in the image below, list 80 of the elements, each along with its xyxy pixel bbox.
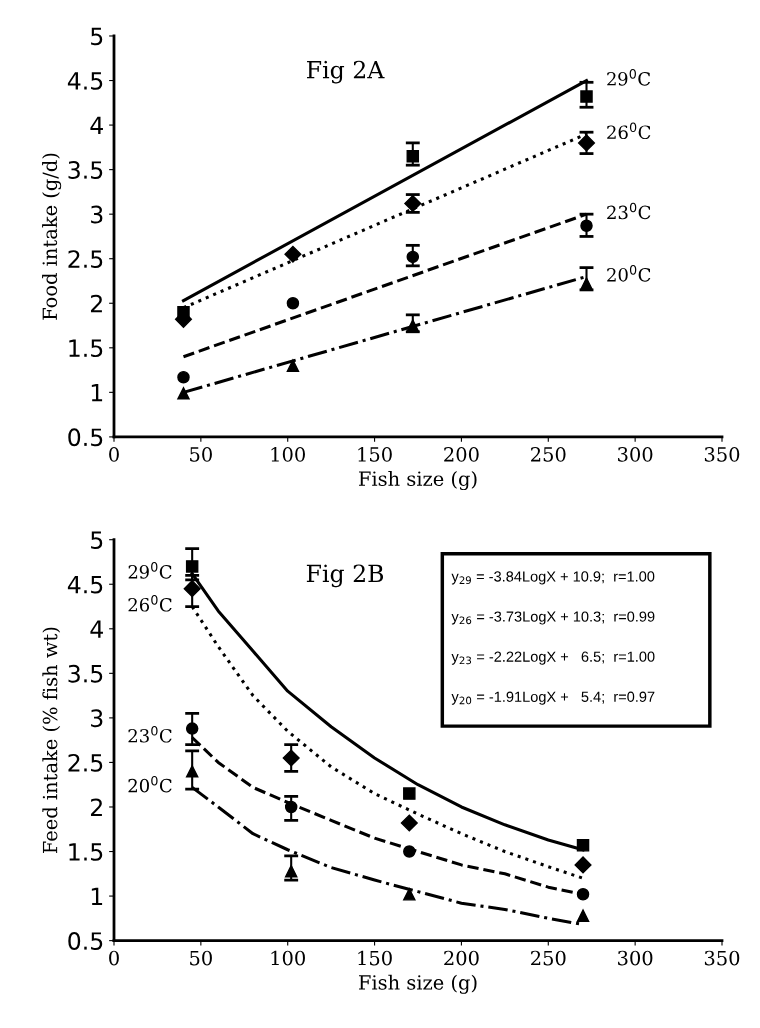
x-axis-title: Fish size (g) (359, 471, 477, 491)
series-label: 26$^{0}$C (607, 122, 651, 140)
y-tick-label: 3 (91, 205, 103, 224)
x-tick-label: 250 (531, 950, 566, 966)
x-tick-label: 50 (190, 446, 212, 462)
series-label: 23$^{0}$C (128, 726, 172, 743)
y-tick-label: 1.5 (69, 843, 103, 861)
y-tick-label: 5 (91, 27, 103, 46)
point (577, 134, 596, 152)
series-label: 23$^{0}$C (607, 202, 651, 220)
y-tick-label: 2.5 (68, 250, 103, 269)
point (574, 856, 592, 874)
x-tick-label: 350 (704, 446, 740, 462)
y-tick-label: 5 (91, 531, 103, 550)
y-axis-title: Feed intake (% fish wt) (42, 627, 61, 854)
point (400, 814, 418, 832)
series-label: 29$^{0}$C (607, 69, 651, 86)
x-tick-label: 100 (271, 446, 305, 462)
point (580, 219, 593, 232)
x-tick-label: 300 (618, 950, 653, 966)
annotation: y$_{29}$ = -3.84LogX + 10.9; r=1.00 (451, 571, 655, 585)
y-tick-label: 2.5 (68, 753, 103, 772)
text: Fig 2A (307, 60, 385, 84)
y-tick-label: 0.5 (68, 932, 103, 950)
point (580, 90, 593, 103)
text: Fig 2B (306, 564, 384, 588)
y-tick-label: 3.5 (68, 161, 103, 179)
y-tick-label: 4 (90, 620, 103, 638)
point (282, 749, 300, 767)
series-label: 20$^{0}$C (128, 775, 172, 793)
series-label: 20$^{0}$C (607, 265, 651, 282)
annotation: y$_{23}$ = -2.22LogX + 6.5; r=1.00 (451, 651, 655, 665)
x-tick-label: 200 (444, 446, 479, 462)
x-tick-label: 0 (109, 950, 119, 966)
point (284, 800, 298, 814)
x-tick-label: 100 (271, 950, 305, 966)
point (284, 864, 298, 878)
annotation: y$_{20}$ = -1.91LogX + 5.4; r=0.97 (451, 691, 655, 705)
x-tick-label: 350 (704, 950, 740, 966)
point (406, 250, 420, 264)
point (580, 277, 593, 290)
point (284, 245, 302, 263)
point (576, 888, 590, 901)
y-tick-label: 3.5 (68, 664, 103, 683)
y-tick-label: 3 (91, 709, 103, 728)
x-axis-title: Fish size (g) (359, 974, 477, 994)
annotation: y$_{26}$ = -3.73LogX + 10.3; r=0.99 (451, 611, 655, 625)
y-tick-label: 1.5 (69, 339, 103, 358)
point (286, 359, 300, 372)
point (177, 386, 190, 400)
point (185, 560, 199, 573)
point (403, 888, 416, 901)
x-tick-label: 0 (109, 446, 119, 462)
y-tick-label: 4.5 (67, 72, 103, 90)
series-label: 26$^{0}$C (128, 595, 172, 612)
x-tick-label: 150 (358, 950, 392, 966)
x-tick-label: 200 (444, 950, 479, 966)
x-tick-label: 150 (358, 446, 392, 462)
x-tick-label: 250 (531, 446, 566, 462)
y-tick-label: 1 (91, 887, 103, 906)
y-tick-label: 2 (90, 294, 102, 313)
point (185, 765, 199, 778)
y-axis-title: Food intake (g/d) (42, 153, 62, 320)
point (286, 297, 300, 310)
x-tick-label: 50 (190, 950, 212, 966)
point (406, 319, 420, 332)
x-tick-label: 300 (618, 446, 653, 462)
y-tick-label: 4 (90, 116, 103, 135)
y-tick-label: 4.5 (67, 576, 103, 594)
point (403, 787, 416, 800)
y-tick-label: 2 (90, 798, 102, 816)
point (403, 845, 416, 858)
point (177, 370, 190, 384)
point (576, 909, 590, 922)
point (185, 722, 199, 735)
y-tick-label: 0.5 (68, 428, 103, 447)
y-tick-label: 1 (91, 384, 103, 402)
series-label: 29$^{0}$C (128, 562, 172, 579)
point (576, 839, 590, 852)
point (406, 150, 420, 163)
